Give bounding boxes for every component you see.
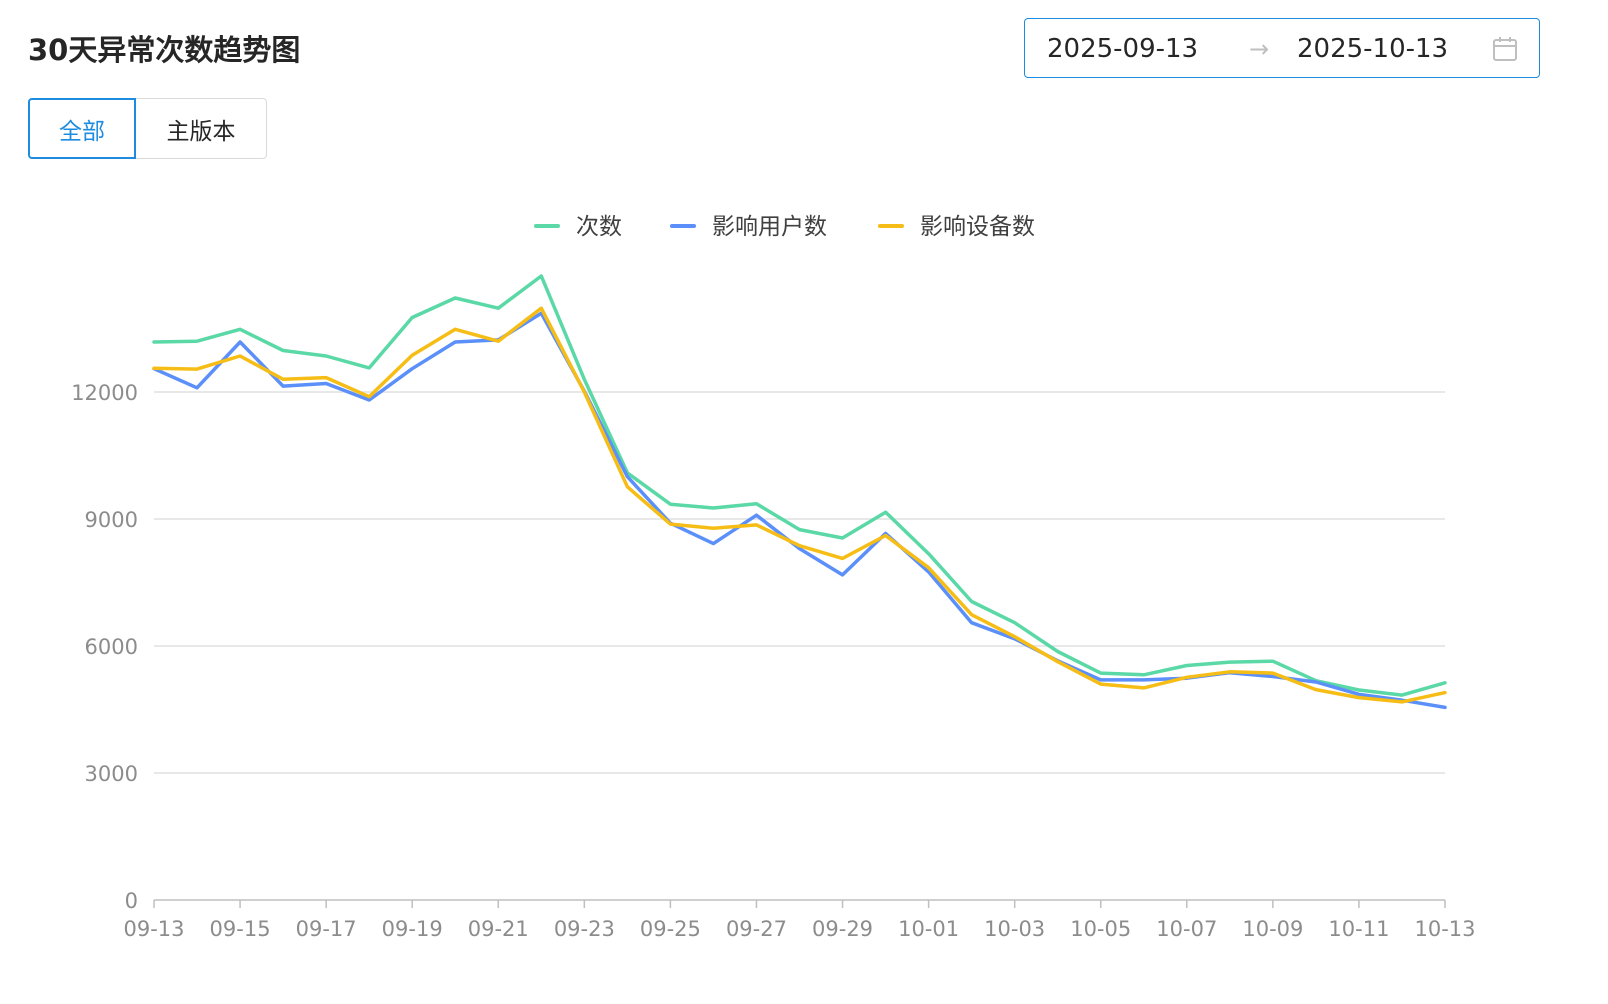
legend-label[interactable]: 次数: [576, 214, 622, 240]
legend-label[interactable]: 影响设备数: [920, 214, 1035, 240]
x-tick-label: 09-17: [296, 917, 357, 941]
x-tick-label: 09-25: [640, 917, 701, 941]
x-tick-label: 09-13: [123, 917, 184, 941]
x-tick-label: 10-03: [984, 917, 1045, 941]
date-start-input[interactable]: 2025-09-13: [1047, 34, 1199, 64]
x-tick-label: 09-19: [382, 917, 443, 941]
x-tick-label: 10-11: [1328, 917, 1389, 941]
version-filter-segmented: 全部 主版本: [28, 98, 267, 159]
x-tick-label: 09-21: [468, 917, 529, 941]
y-tick-label: 3000: [85, 762, 138, 786]
page-title: 30天异常次数趋势图: [28, 33, 301, 67]
date-range-picker[interactable]: 2025-09-13 → 2025-10-13: [1024, 18, 1540, 78]
x-tick-label: 10-07: [1156, 917, 1217, 941]
y-tick-label: 0: [125, 889, 138, 913]
x-tick-label: 10-09: [1242, 917, 1303, 941]
series-line-1: [152, 311, 1447, 710]
series-line-0: [152, 274, 1447, 697]
series-line-2: [152, 306, 1447, 704]
x-tick-label: 09-15: [210, 917, 271, 941]
segment-main-version-button[interactable]: 主版本: [136, 98, 267, 159]
x-tick-label: 09-23: [554, 917, 615, 941]
legend-label[interactable]: 影响用户数: [712, 214, 827, 240]
date-end-input[interactable]: 2025-10-13: [1297, 34, 1449, 64]
x-tick-label: 10-13: [1414, 917, 1475, 941]
date-separator-arrow: →: [1249, 35, 1270, 63]
x-tick-label: 09-27: [726, 917, 787, 941]
y-tick-label: 9000: [85, 508, 138, 532]
segment-all-button[interactable]: 全部: [28, 98, 136, 159]
y-tick-label: 12000: [71, 381, 138, 405]
x-tick-label: 09-29: [812, 917, 873, 941]
calendar-icon[interactable]: [1491, 35, 1519, 63]
y-tick-label: 6000: [85, 635, 138, 659]
x-tick-label: 10-01: [898, 917, 959, 941]
x-tick-label: 10-05: [1070, 917, 1131, 941]
